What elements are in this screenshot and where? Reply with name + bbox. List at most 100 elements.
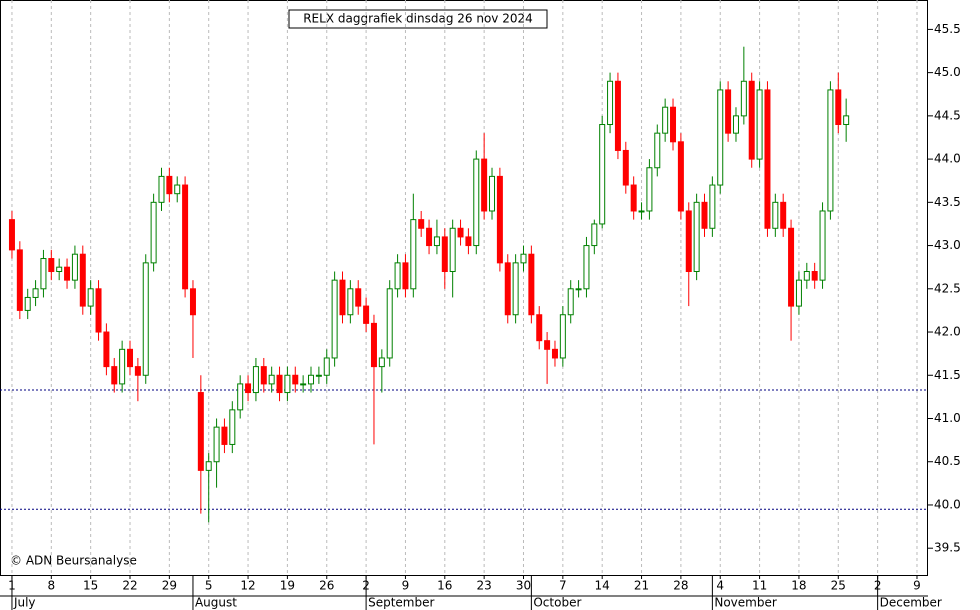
candle-body <box>670 106 677 143</box>
candle-body <box>528 253 535 316</box>
x-tick-label: 5 <box>205 579 213 593</box>
x-tick-label: 14 <box>595 579 610 593</box>
candle-body <box>370 322 377 368</box>
candle-body <box>756 89 763 160</box>
candle-body <box>386 288 393 359</box>
x-tick-label: 8 <box>47 579 55 593</box>
candle-body <box>717 89 724 186</box>
candle-body <box>630 184 637 212</box>
candle-body <box>591 223 598 247</box>
candle-body <box>764 89 771 229</box>
candle-body <box>654 132 661 169</box>
x-tick-label: 29 <box>162 579 177 593</box>
candle-body <box>174 184 181 195</box>
month-label: December <box>880 596 942 610</box>
y-tick-label: 41.0 <box>934 411 961 425</box>
x-tick-label: 25 <box>831 579 846 593</box>
candle-body <box>127 348 134 368</box>
candle-body <box>315 374 322 377</box>
x-tick-label: 18 <box>791 579 806 593</box>
candle-body <box>567 288 574 316</box>
candle-body <box>536 314 543 342</box>
candle-body <box>182 184 189 290</box>
candle-body <box>119 348 126 385</box>
candle-body <box>402 262 409 290</box>
candle-body <box>583 245 590 290</box>
candle-body <box>489 175 496 212</box>
y-tick-label: 40.0 <box>934 497 961 511</box>
candle-body <box>441 236 448 273</box>
month-label: July <box>13 596 36 610</box>
candle-body <box>166 175 173 195</box>
candle-body <box>622 149 629 186</box>
candle-body <box>268 374 275 385</box>
candle-body <box>457 227 464 238</box>
credit: © ADN Beursanalyse <box>10 554 137 568</box>
candle-body <box>300 383 307 386</box>
candle-body <box>284 374 291 394</box>
candle-body <box>788 227 795 307</box>
y-tick-label: 44.5 <box>934 108 961 122</box>
y-tick-label: 44.0 <box>934 152 961 166</box>
candle-body <box>614 80 621 151</box>
candle-body <box>355 288 362 307</box>
x-tick-label: 16 <box>437 579 452 593</box>
candle-body <box>339 279 346 316</box>
y-tick-label: 42.5 <box>934 281 961 295</box>
y-tick-label: 43.0 <box>934 238 961 252</box>
candle-body <box>449 227 456 273</box>
x-tick-label: 7 <box>559 579 567 593</box>
candle-body <box>150 201 157 264</box>
candle-body <box>308 374 315 385</box>
candle-body <box>79 253 86 307</box>
candle-body <box>544 340 551 350</box>
x-tick-label: 21 <box>634 579 649 593</box>
x-tick-label: 12 <box>240 579 255 593</box>
plot-frame <box>0 0 928 576</box>
candle-body <box>575 288 582 291</box>
candle-body <box>205 461 212 471</box>
candle-body <box>496 175 503 264</box>
candle-body <box>40 258 47 290</box>
candle-body <box>331 279 338 359</box>
candle-body <box>134 366 141 376</box>
candle-body <box>347 288 354 316</box>
candle-body <box>111 366 118 385</box>
candle-body <box>87 288 94 307</box>
candle-body <box>599 124 606 225</box>
candle-body <box>221 426 228 445</box>
candle-body <box>709 184 716 229</box>
candle-body <box>394 262 401 290</box>
candle-body <box>103 331 110 368</box>
x-tick-label: 30 <box>516 579 531 593</box>
candle-body <box>64 266 71 281</box>
candle-body <box>662 106 669 134</box>
candle-body <box>701 201 708 229</box>
candle-body <box>685 210 692 273</box>
candle-body <box>819 210 826 281</box>
candle-body <box>56 266 63 273</box>
candle-body <box>260 366 267 385</box>
candle-body <box>24 296 31 311</box>
candle-body <box>71 253 78 281</box>
x-tick-label: 9 <box>402 579 410 593</box>
candle-body <box>323 357 330 376</box>
candle-body <box>843 115 850 126</box>
candle-body <box>292 374 299 385</box>
candle-body <box>732 115 739 134</box>
candle-body <box>677 141 684 212</box>
x-tick-label: 4 <box>716 579 724 593</box>
candle-body <box>418 219 425 229</box>
candle-body <box>245 383 252 394</box>
candle-body <box>16 249 23 311</box>
candle-body <box>32 288 39 298</box>
candle-body <box>551 348 558 359</box>
candle-body <box>607 80 614 126</box>
x-tick-label: 15 <box>83 579 98 593</box>
candle-body <box>363 305 370 324</box>
x-tick-label: 22 <box>122 579 137 593</box>
candle-body <box>646 167 653 212</box>
candle-body <box>378 357 385 368</box>
candle-body <box>748 80 755 160</box>
